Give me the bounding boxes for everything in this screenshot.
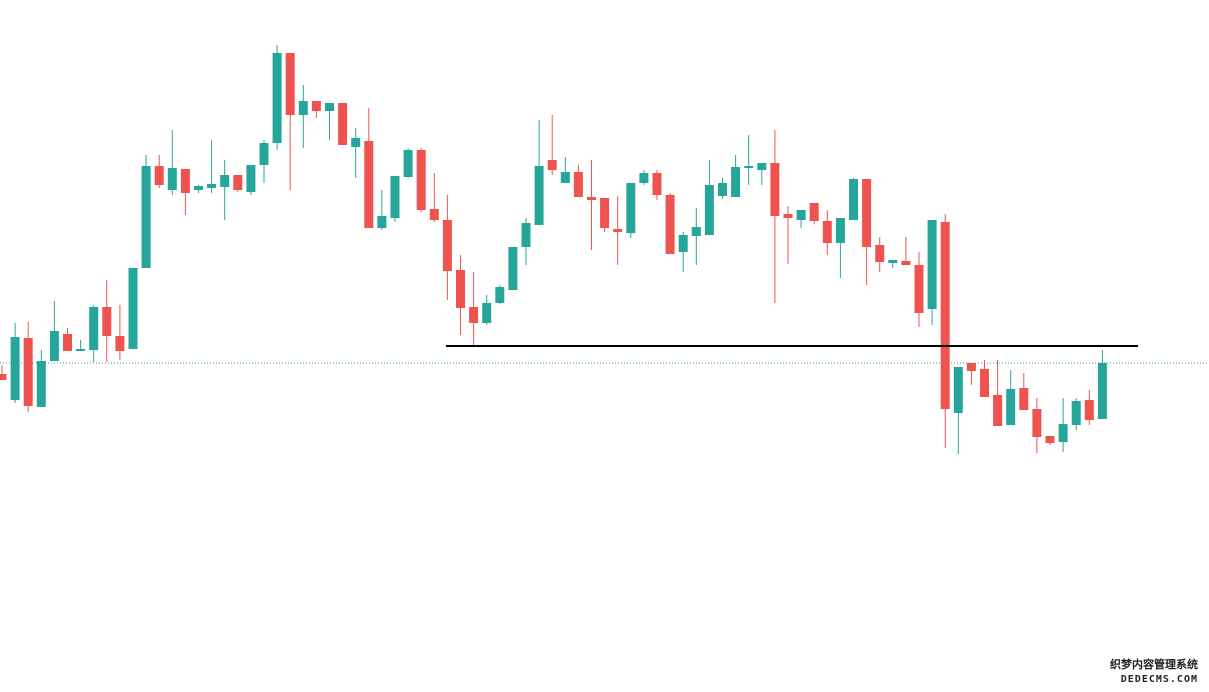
candle-body [351,138,361,147]
candle-body [940,222,950,409]
candle-body [325,103,334,111]
candle-body [888,260,898,263]
watermark-subtitle: DEDECMS.COM [1121,674,1198,685]
candle-body [207,184,217,188]
candle-body [822,221,832,243]
candle-body [704,185,714,235]
candle-body [678,235,688,252]
candle-body [154,166,164,185]
candle-body [311,101,321,111]
candle-body [272,53,282,143]
candle-body [875,245,885,262]
candle-body [246,165,256,192]
candle-body [76,349,86,351]
candle-body [521,223,531,247]
candle-body [718,183,727,196]
candle-body [757,163,767,170]
candle-body [377,216,387,228]
candle-body [180,169,190,193]
candle-body [115,336,125,351]
candle-body [233,175,243,190]
candle-body [469,307,479,323]
candle-body [259,143,269,165]
candle-body [1097,363,1107,419]
candle-body [652,173,662,195]
candle-body [1032,409,1042,437]
candle-body [731,167,741,197]
candle-body [783,214,793,218]
candle-body [901,261,911,265]
candle-body [560,172,570,183]
candle-body [220,175,230,187]
candle-body [626,183,636,233]
candle-body [102,307,112,336]
candle-body [364,141,374,228]
candle-body [1006,389,1016,425]
candle-body [744,166,754,168]
candle-body [534,166,544,225]
candle-body [966,363,976,371]
candle-body [1084,400,1094,420]
candle-body [128,268,138,349]
candle-body [835,218,845,243]
candle-body [482,303,492,323]
candle-body [914,265,924,313]
candle-body [167,168,177,190]
candle-body [338,103,348,145]
candle-body [1058,424,1068,442]
candle-body [442,220,452,271]
candle-body [796,210,806,220]
candle-body [613,229,623,232]
candle-body [809,203,819,221]
candle-body [298,101,308,115]
candle-body [36,361,46,407]
candle-body [23,338,33,406]
candle-body [862,179,872,247]
candle-body [1019,388,1029,410]
candle-body [691,227,701,236]
candle-body [639,173,649,183]
candle-body [927,220,937,309]
candle-body [10,337,20,400]
candle-body [89,307,99,350]
candle-body [0,374,7,380]
candle-body [429,209,439,220]
candle-body [665,195,675,254]
candle-body [953,367,963,413]
candle-body [194,186,203,190]
candle-body [993,395,1003,426]
candle-body [456,270,465,308]
candle-body [600,198,610,228]
watermark-title: 织梦内容管理系统 [1110,657,1198,671]
candle-body [849,179,858,220]
candle-body [573,172,583,197]
candle-body [587,197,596,200]
candle-body [1071,401,1081,425]
candle-body [285,53,295,115]
candle-body [403,150,413,177]
candle-body [1045,436,1055,443]
candle-body [980,369,989,397]
candle-body [49,331,59,361]
candle-body [390,176,400,218]
candle-body [770,163,780,216]
candle-body [141,166,151,268]
candle-body [547,160,557,170]
candle-body [495,287,505,303]
candle-body [508,247,518,290]
candle-body [63,334,72,351]
candle-body [416,150,426,210]
